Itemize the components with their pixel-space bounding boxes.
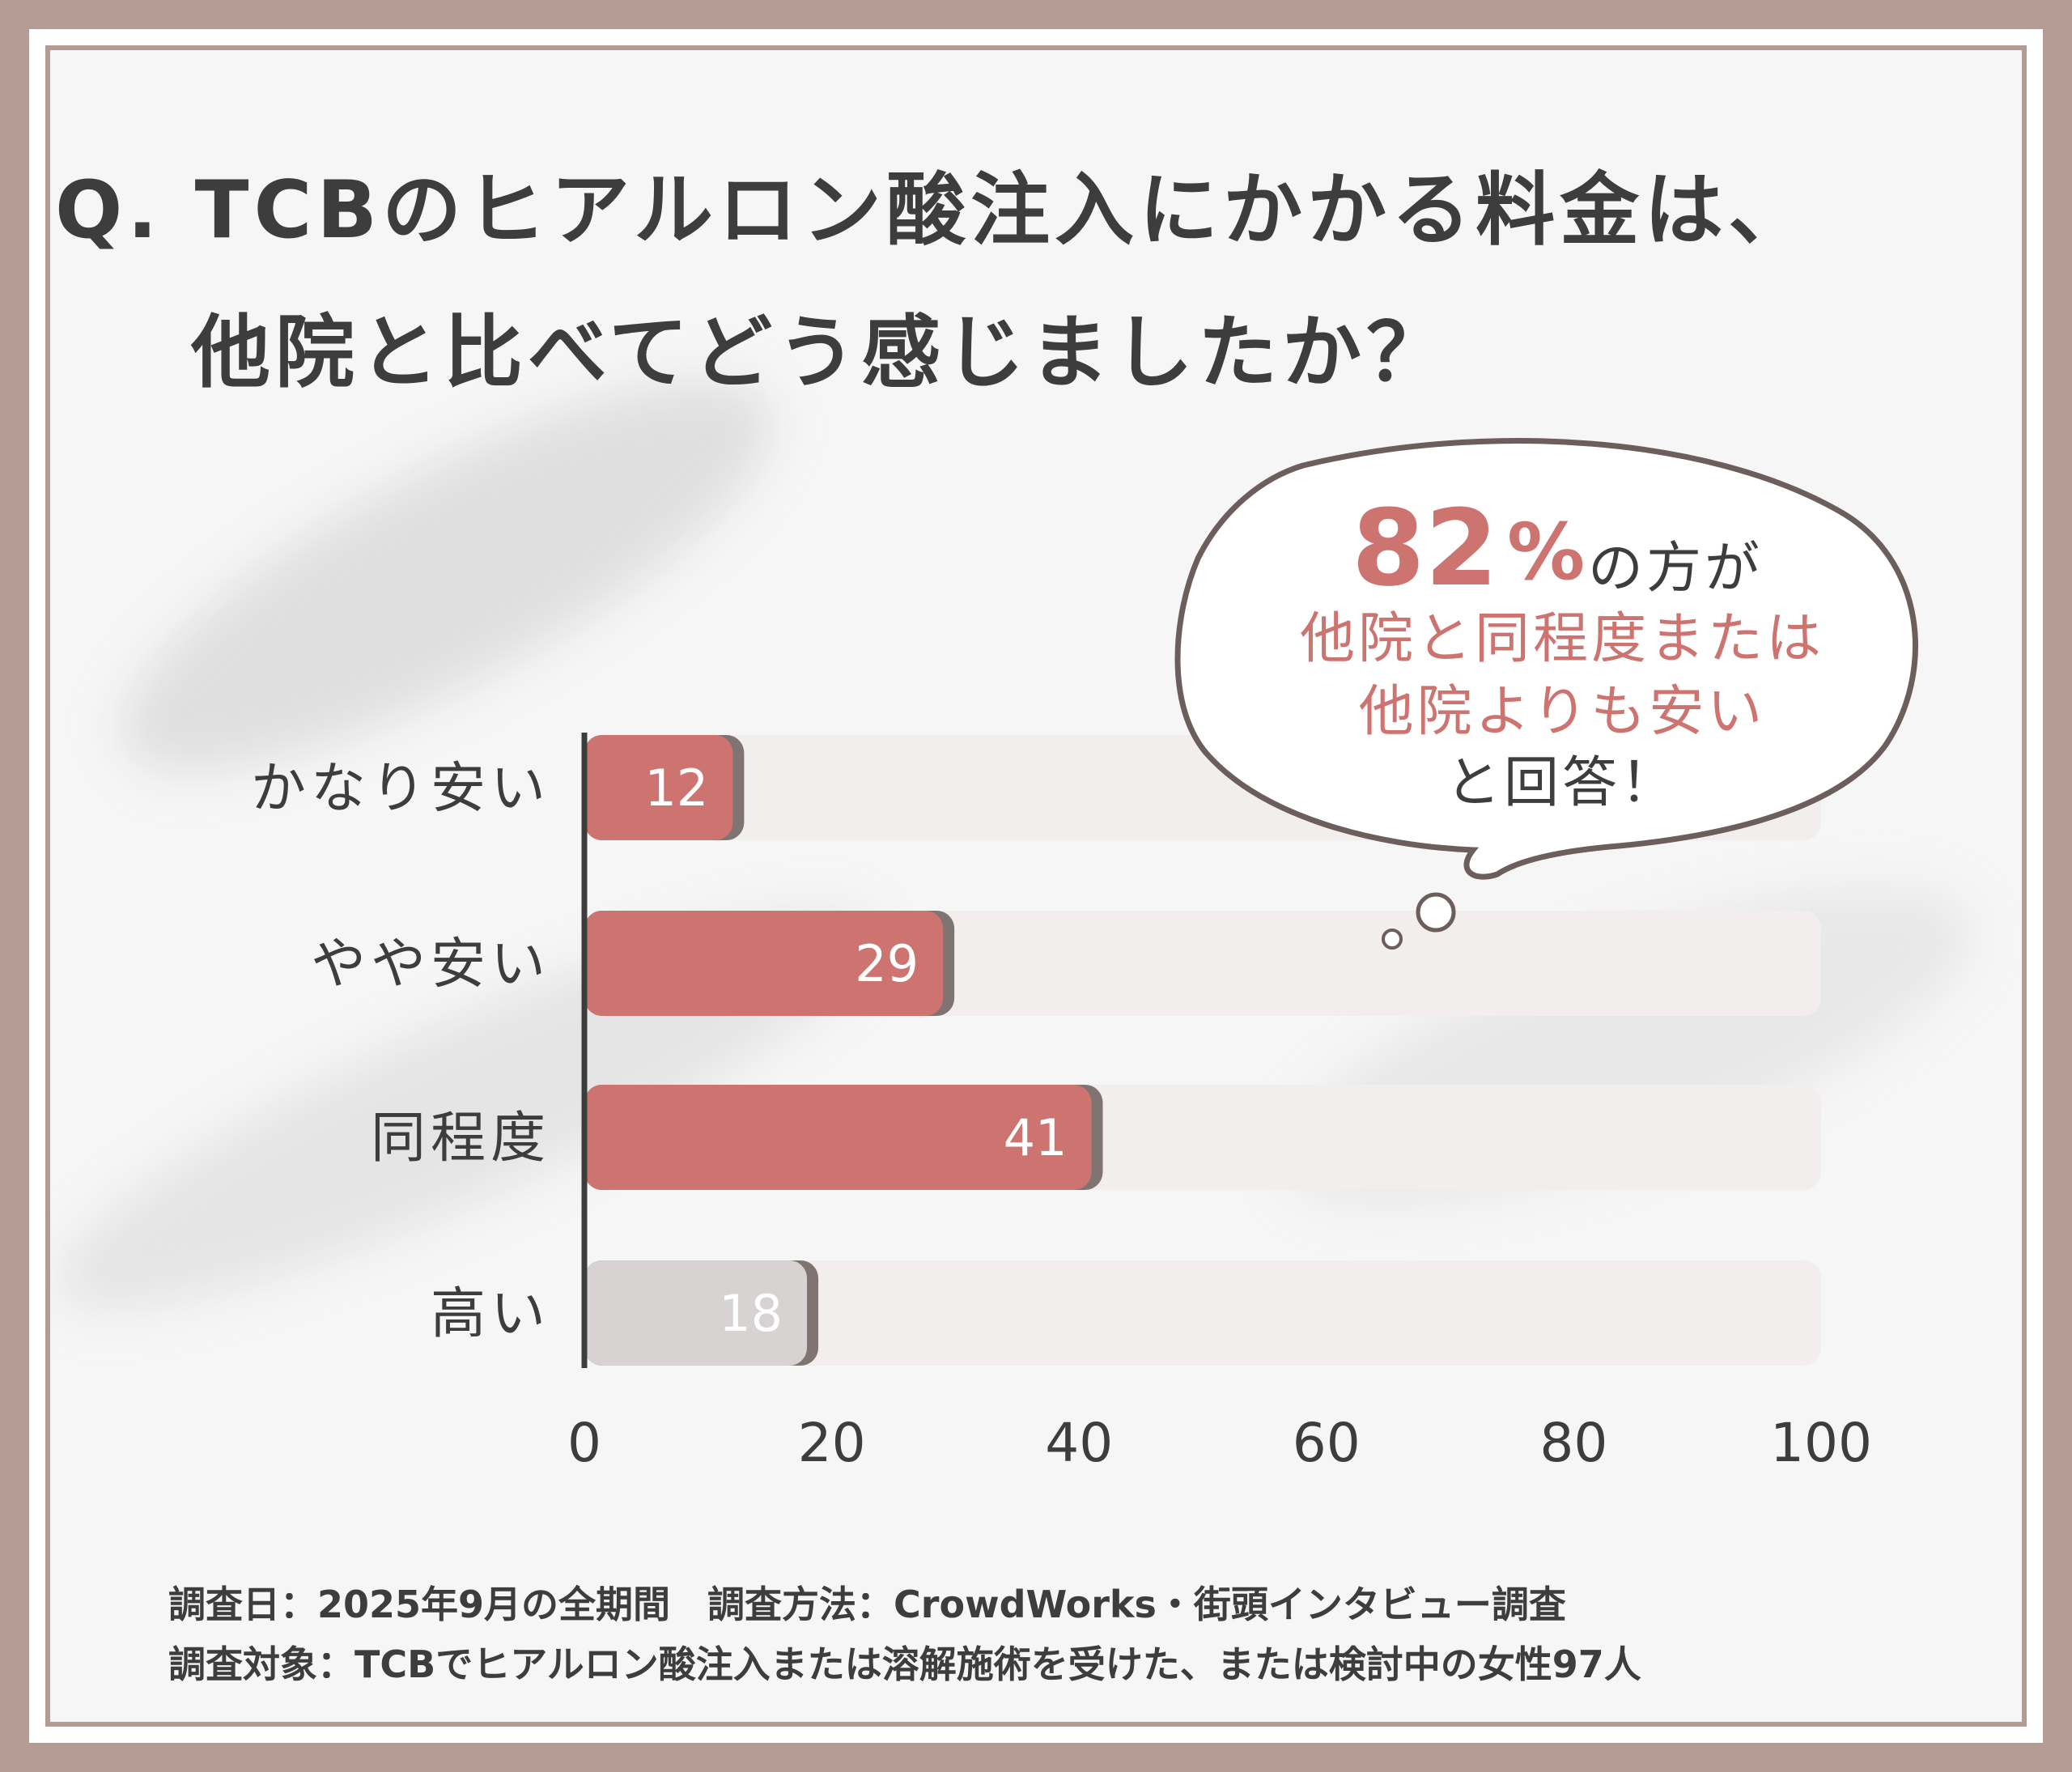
callout-percent-sign: % (1507, 507, 1585, 597)
bubble-dot-large (1416, 892, 1456, 933)
question-title-line1: Q. TCBのヒアルロン酸注入にかかる料金は、 (55, 164, 1813, 257)
bubble-dot-small (1382, 928, 1403, 950)
bar (584, 1260, 808, 1366)
bar-value-label: 41 (1004, 1108, 1068, 1167)
x-tick-label: 0 (567, 1412, 601, 1474)
category-label: かなり安い (251, 757, 550, 821)
x-tick-label: 100 (1770, 1412, 1872, 1474)
category-label: やや安い (311, 933, 550, 996)
footnote-survey-target: 調査対象：TCBでヒアルロン酸注入または溶解施術を受けた、または検討中の女性97… (168, 1642, 1641, 1686)
category-label: 同程度 (371, 1107, 550, 1171)
bar (584, 1085, 1092, 1190)
x-tick-label: 60 (1293, 1412, 1361, 1474)
callout-percent: 82 (1352, 487, 1498, 610)
x-tick-label: 40 (1045, 1412, 1113, 1474)
x-tick-label: 80 (1539, 1412, 1607, 1474)
callout-suffix: の方が (1588, 537, 1763, 601)
bar-track (584, 1260, 1821, 1366)
callout-line2: 他院と同程度または (1300, 607, 1824, 671)
x-tick-label: 20 (798, 1412, 866, 1474)
speech-bubble: 82 % の方が 他院と同程度または 他院よりも安い と回答！ (1174, 437, 1918, 950)
bar (584, 735, 733, 840)
bar-value-label: 12 (644, 759, 708, 818)
card (45, 45, 2027, 1727)
callout-line4: と回答！ (1446, 751, 1679, 815)
bar-value-label: 18 (719, 1284, 783, 1343)
bubble-shape (1174, 437, 1918, 880)
question-title-line2: 他院と比べてどう感じましたか？ (191, 307, 1451, 399)
category-label: 高い (431, 1282, 550, 1346)
callout-line3: 他院よりも安い (1359, 680, 1766, 744)
bar-value-label: 29 (855, 934, 919, 993)
footnote-survey-info: 調査日：2025年9月の全期間 調査方法：CrowdWorks・街頭インタビュー… (168, 1583, 1566, 1626)
bar (584, 911, 944, 1016)
